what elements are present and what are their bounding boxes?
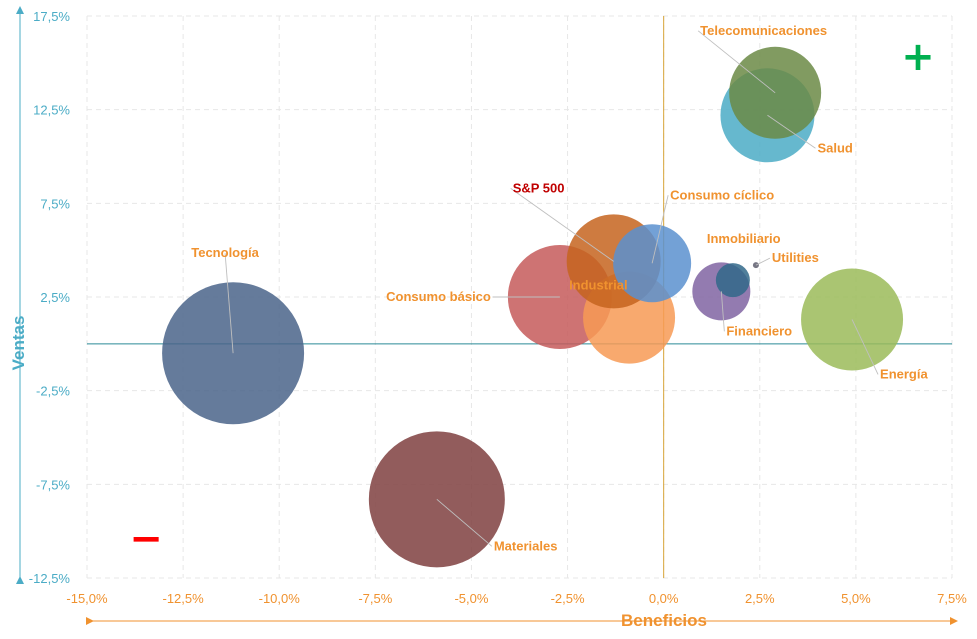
y-tick-label: -12,5% [29, 571, 71, 586]
y-tick-label: 17,5% [33, 9, 70, 24]
bubble-label: Telecomunicaciones [700, 23, 827, 38]
bubble-label: Salud [817, 140, 852, 155]
x-tick-label: -12,5% [163, 591, 205, 606]
y-tick-label: 2,5% [40, 290, 70, 305]
x-tick-label: -5,0% [454, 591, 488, 606]
bubble-label: Materiales [494, 538, 558, 553]
bubble-label: Tecnología [191, 245, 259, 260]
y-tick-label: -7,5% [36, 477, 70, 492]
y-tick-label: 7,5% [40, 196, 70, 211]
x-tick-label: -7,5% [358, 591, 392, 606]
bubble-inmobiliario [715, 263, 750, 298]
y-tick-label: -2,5% [36, 384, 70, 399]
leader-line [651, 195, 669, 264]
x-tick-label: -15,0% [66, 591, 108, 606]
leader-line [755, 257, 771, 266]
bubble-label: Utilities [772, 250, 819, 265]
bubble-label: Industrial [569, 278, 628, 293]
x-tick-label: -10,0% [259, 591, 301, 606]
bubble-label: Energía [880, 366, 928, 381]
y-tick-label: 12,5% [33, 103, 70, 118]
x-tick-label: 2,5% [745, 591, 775, 606]
leader-line [851, 319, 879, 375]
axes: -15,0% -12,5% -10,0% -7,5% -5,0% -2,5% 0,0% 2,5… [16, 6, 967, 625]
bubble-labels: Tecnología Materiales Consumo básico Indust… [191, 23, 928, 554]
bubble-label: Inmobiliario [707, 231, 781, 246]
bubble-label: Consumo cíclico [670, 187, 774, 202]
x-axis-title: Beneficios [621, 611, 707, 630]
x-tick-label: -2,5% [551, 591, 585, 606]
negative-quadrant-marker: − [129, 516, 163, 562]
leader-line [697, 30, 776, 94]
leader-line [767, 114, 816, 149]
leader-line [436, 498, 493, 547]
bubble-telecomunicaciones [729, 46, 822, 139]
leader-line [224, 253, 234, 354]
leader-lines [224, 30, 879, 547]
y-axis-title: Ventas [9, 316, 28, 371]
bubble-label: Financiero [726, 323, 792, 338]
bubble-label: Consumo básico [386, 289, 491, 304]
bubble-label: S&P 500 [513, 180, 565, 195]
leader-line [510, 188, 614, 262]
x-tick-label: 7,5% [937, 591, 967, 606]
leader-line [720, 291, 725, 332]
x-tick-label: 0,0% [649, 591, 679, 606]
bubbles [162, 46, 904, 568]
positive-quadrant-marker: + [901, 34, 935, 80]
x-tick-label: 5,0% [841, 591, 871, 606]
